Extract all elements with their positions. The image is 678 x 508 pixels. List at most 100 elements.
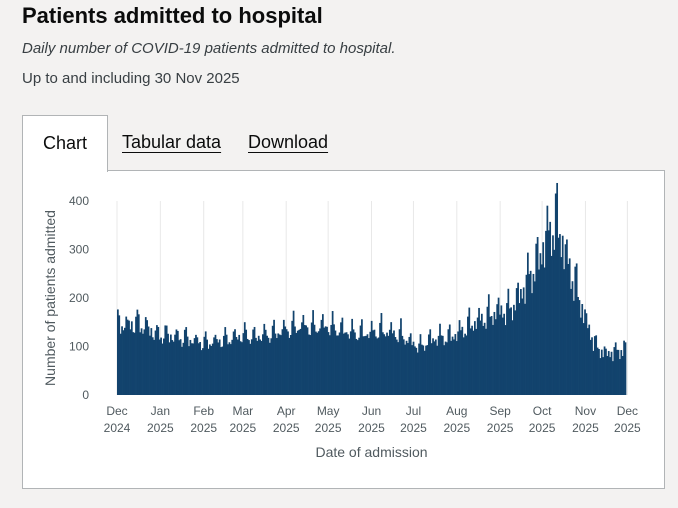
- x-tick-label-year: 2025: [443, 421, 470, 435]
- chart-bar: [528, 274, 531, 395]
- chart-bar: [259, 339, 261, 395]
- chart-bar: [243, 322, 246, 395]
- chart-bar: [606, 355, 609, 395]
- chart-bar: [135, 316, 137, 395]
- chart-bar: [426, 345, 429, 395]
- chart-bar: [224, 327, 227, 395]
- chart-bar: [239, 341, 242, 395]
- chart-bar: [379, 322, 381, 395]
- chart-bar: [168, 342, 171, 395]
- page-subtitle: Daily number of COVID-19 patients admitt…: [22, 40, 396, 57]
- chart-bar: [340, 322, 342, 395]
- chart-bar: [460, 330, 462, 395]
- chart-bar: [245, 329, 248, 395]
- chart-bar: [464, 333, 466, 395]
- chart-bar: [377, 337, 380, 395]
- chart-bar: [465, 335, 468, 395]
- chart-bar: [499, 314, 501, 395]
- chart-bar: [169, 334, 172, 395]
- chart-bar: [561, 235, 564, 395]
- chart-bar: [538, 269, 540, 395]
- admissions-bar-chart: Dec 2024 Jan 2025 Feb 2025 Mar 2025 Apr 2025 May 20…: [42, 182, 641, 460]
- chart-bar: [496, 304, 499, 395]
- chart-bar: [546, 205, 549, 395]
- chart-bar: [186, 336, 189, 395]
- chart-bar: [296, 330, 299, 395]
- chart-bar: [494, 319, 497, 395]
- chart-bar: [338, 332, 341, 395]
- y-tick-label: 0: [82, 388, 89, 402]
- chart-bar: [183, 329, 186, 395]
- chart-bar: [328, 335, 331, 395]
- chart-bar: [599, 358, 602, 395]
- chart-bar: [458, 320, 461, 395]
- chart-bar: [246, 338, 249, 395]
- chart-bar: [202, 348, 204, 395]
- chart-bar: [289, 335, 292, 395]
- chart-bar: [333, 324, 335, 395]
- chart-bar: [550, 255, 553, 395]
- chart-bar: [566, 239, 568, 395]
- chart-bar: [575, 263, 578, 395]
- chart-bar: [129, 329, 132, 395]
- chart-bar: [301, 322, 303, 395]
- chart-bar: [209, 344, 211, 395]
- tab-tabular-data[interactable]: Tabular data: [122, 132, 222, 152]
- chart-bar: [218, 339, 221, 395]
- chart-bar: [560, 257, 563, 395]
- chart-bar: [234, 329, 236, 395]
- chart-bar: [163, 338, 165, 395]
- chart-bar: [214, 334, 217, 395]
- chart-bar: [376, 338, 379, 395]
- chart-bar: [263, 323, 266, 395]
- chart-bar: [607, 351, 610, 395]
- chart-bar: [352, 329, 355, 395]
- tab-chart[interactable]: Chart: [22, 115, 108, 172]
- chart-bar: [388, 329, 391, 395]
- chart-bar: [181, 346, 183, 395]
- chart-bar: [589, 339, 592, 395]
- chart-bar: [192, 343, 195, 395]
- chart-bar: [354, 332, 356, 395]
- chart-bar: [344, 332, 347, 395]
- chart-bar: [262, 334, 264, 395]
- chart-bar: [140, 328, 143, 395]
- chart-bar: [196, 337, 199, 395]
- chart-bar: [193, 338, 196, 395]
- chart-bar: [228, 342, 231, 395]
- chart-bar: [531, 293, 533, 395]
- chart-bar: [493, 311, 496, 395]
- chart-bar: [490, 316, 493, 395]
- chart-bar: [517, 282, 519, 395]
- chart-bar: [472, 330, 475, 395]
- chart-bar: [317, 331, 320, 395]
- x-tick-label-month: Mar: [233, 404, 254, 418]
- chart-bar: [421, 344, 423, 395]
- chart-bar: [361, 319, 363, 395]
- x-tick-label-month: Jan: [151, 404, 170, 418]
- chart-bar: [419, 334, 422, 395]
- chart-bar: [474, 321, 476, 395]
- chart-bar: [232, 331, 235, 395]
- chart-bar: [275, 338, 278, 395]
- chart-bar: [436, 345, 439, 395]
- chart-bar: [125, 316, 128, 395]
- chart-bar: [447, 329, 450, 395]
- chart-bar: [174, 334, 176, 395]
- chart-bar: [492, 324, 494, 395]
- x-tick-label-month: Nov: [575, 404, 596, 418]
- chart-bar: [414, 346, 416, 395]
- chart-bar: [504, 325, 507, 395]
- x-tick-label-month: Jul: [406, 404, 421, 418]
- chart-bar: [520, 289, 522, 395]
- chart-bar: [441, 335, 444, 395]
- x-tick-label-year: 2025: [315, 421, 342, 435]
- chart-bar: [136, 309, 139, 395]
- chart-bar: [204, 331, 207, 395]
- tab-download[interactable]: Download: [248, 132, 329, 152]
- chart-bar: [199, 342, 202, 395]
- chart-bar: [602, 357, 605, 395]
- chart-bar: [185, 327, 188, 395]
- chart-bar: [617, 349, 620, 395]
- chart-bar: [595, 335, 598, 395]
